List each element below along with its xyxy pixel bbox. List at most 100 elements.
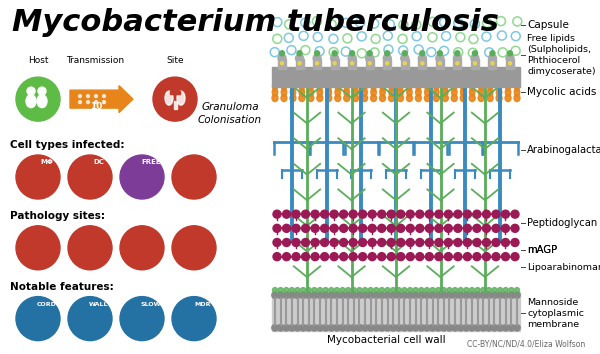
Circle shape <box>301 287 305 292</box>
Ellipse shape <box>299 82 304 91</box>
Ellipse shape <box>353 75 358 86</box>
Circle shape <box>120 297 164 341</box>
Ellipse shape <box>282 75 286 86</box>
Circle shape <box>497 325 503 331</box>
Circle shape <box>340 239 347 246</box>
Circle shape <box>391 287 395 292</box>
Circle shape <box>435 210 443 218</box>
Circle shape <box>320 210 329 218</box>
Ellipse shape <box>487 95 493 102</box>
Ellipse shape <box>479 82 484 91</box>
Text: Mycobacterium tuberculosis: Mycobacterium tuberculosis <box>12 8 499 37</box>
Ellipse shape <box>273 69 277 80</box>
Text: Capsule: Capsule <box>527 20 569 30</box>
Circle shape <box>447 287 452 292</box>
Ellipse shape <box>443 69 447 80</box>
Circle shape <box>514 292 520 298</box>
Circle shape <box>511 239 519 246</box>
Circle shape <box>295 292 301 298</box>
Circle shape <box>273 239 281 246</box>
Circle shape <box>16 77 60 121</box>
Circle shape <box>425 224 433 232</box>
Ellipse shape <box>461 69 465 80</box>
Circle shape <box>331 54 338 62</box>
Circle shape <box>454 54 461 62</box>
Circle shape <box>302 253 310 261</box>
Circle shape <box>503 325 509 331</box>
Ellipse shape <box>407 88 412 96</box>
Ellipse shape <box>371 69 376 80</box>
Ellipse shape <box>514 88 520 96</box>
Text: MDR: MDR <box>194 303 211 308</box>
Circle shape <box>492 224 500 232</box>
Circle shape <box>120 155 164 199</box>
Circle shape <box>153 77 197 121</box>
Ellipse shape <box>452 75 457 86</box>
Circle shape <box>283 253 290 261</box>
Circle shape <box>16 226 60 270</box>
Ellipse shape <box>425 88 430 96</box>
Circle shape <box>295 287 300 292</box>
Circle shape <box>469 287 475 292</box>
Circle shape <box>328 292 334 298</box>
Bar <box>348 59 356 69</box>
Text: Pathology sites:: Pathology sites: <box>10 211 105 221</box>
Circle shape <box>475 292 481 298</box>
Circle shape <box>300 292 307 298</box>
Ellipse shape <box>443 75 448 86</box>
Circle shape <box>387 253 395 261</box>
Circle shape <box>305 292 312 298</box>
Circle shape <box>305 325 312 331</box>
Circle shape <box>359 224 367 232</box>
Circle shape <box>300 325 307 331</box>
Ellipse shape <box>371 75 376 86</box>
Ellipse shape <box>380 69 385 80</box>
Circle shape <box>68 226 112 270</box>
Circle shape <box>350 51 355 56</box>
Circle shape <box>302 239 310 246</box>
Circle shape <box>511 224 519 232</box>
Circle shape <box>283 224 290 232</box>
Ellipse shape <box>460 95 466 102</box>
Ellipse shape <box>308 82 313 91</box>
Circle shape <box>390 292 397 298</box>
Circle shape <box>482 253 490 261</box>
Circle shape <box>311 253 319 261</box>
Circle shape <box>424 292 430 298</box>
Circle shape <box>473 62 476 65</box>
Ellipse shape <box>327 69 331 80</box>
Circle shape <box>292 210 300 218</box>
Circle shape <box>406 239 414 246</box>
Circle shape <box>440 325 447 331</box>
Ellipse shape <box>425 82 430 91</box>
Circle shape <box>463 239 472 246</box>
Ellipse shape <box>308 95 314 102</box>
Circle shape <box>482 210 490 218</box>
Ellipse shape <box>281 82 286 91</box>
Circle shape <box>283 325 289 331</box>
Circle shape <box>406 210 414 218</box>
Circle shape <box>492 210 500 218</box>
Circle shape <box>289 325 295 331</box>
Bar <box>506 59 514 69</box>
Circle shape <box>485 325 492 331</box>
Circle shape <box>273 210 281 218</box>
Ellipse shape <box>434 82 439 91</box>
Circle shape <box>482 239 490 246</box>
Circle shape <box>401 325 407 331</box>
Circle shape <box>317 292 323 298</box>
Circle shape <box>445 239 452 246</box>
Circle shape <box>463 224 472 232</box>
Circle shape <box>362 292 368 298</box>
Bar <box>383 59 391 69</box>
Circle shape <box>314 51 320 56</box>
Circle shape <box>328 325 334 331</box>
Ellipse shape <box>380 82 385 91</box>
Circle shape <box>463 292 470 298</box>
Circle shape <box>509 62 511 65</box>
Ellipse shape <box>505 88 511 96</box>
Circle shape <box>368 62 371 65</box>
Circle shape <box>511 210 519 218</box>
Circle shape <box>334 287 340 292</box>
Circle shape <box>297 51 302 56</box>
